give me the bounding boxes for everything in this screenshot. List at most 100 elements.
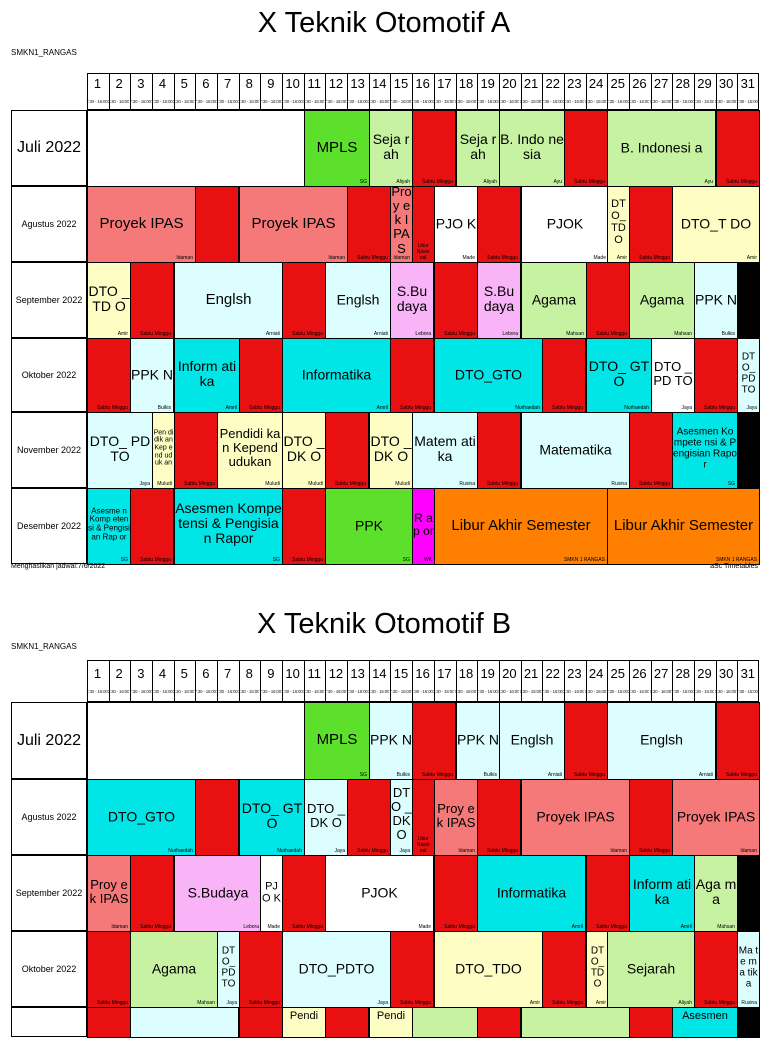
day-divider [238,74,240,109]
schedule-block: R ap or WK [412,488,435,565]
time-range: 7:30 - 16:00 [497,99,520,104]
teacher-label: Sabtu Minggu [574,772,605,778]
day-number: 16 [415,666,430,681]
schedule-block: Aga ma Mahsan [694,855,738,932]
schedule-block [87,110,305,187]
subject-label: DTO _DK O [306,800,346,830]
day-number: 1 [93,666,102,681]
day-number: 11 [307,76,322,91]
teacher-label: Jaya [399,848,410,854]
teacher-label: Muludi [157,481,172,487]
teacher-label: Rusina [611,481,627,487]
subject-label: Asesme n Komp etensi & Pengisi an Rap or [88,505,130,542]
subject-label: PJOK [546,214,584,231]
day-divider [715,661,717,701]
day-divider [542,661,544,701]
day-number: 9 [267,76,275,91]
schedule-block: DT O_ TD O Amir [586,931,609,1008]
day-divider [412,74,414,109]
teacher-label: Muludi [308,481,323,487]
subject-label: DTO _PD TO [653,358,693,388]
teacher-label: Arniati [547,772,562,778]
day-number: 27 [653,76,669,91]
day-number: 28 [675,666,691,681]
subject-label: Seja rah [459,130,497,162]
teacher-label: Sabtu Minggu [487,255,518,261]
day-divider [217,661,219,701]
schedule-block: Sabtu Minggu [282,488,326,565]
teacher-label: SMKN 1 RANGAS [563,557,605,563]
schedule-block: DTO _DK O Jaya [304,779,348,856]
day-number: 23 [567,666,582,681]
day-divider [217,74,219,109]
day-divider [477,661,479,701]
subject-label: PPK [354,516,383,533]
day-divider [325,74,327,109]
day-divider [347,661,349,701]
month-label: Juli 2022 [11,110,87,186]
day-divider [607,661,609,701]
time-range: 7:30 - 16:00 [736,689,758,694]
teacher-label: Muludi [395,481,410,487]
day-divider [130,74,132,109]
time-range: 7:30 - 16:00 [259,689,281,694]
schedule-block: Sabtu Minggu [347,186,391,263]
teacher-label: Made [462,255,475,261]
day-divider [238,661,240,701]
schedule-block: B. Indo nesia Ayu [499,110,565,187]
teacher-label: SG [402,557,410,563]
schedule-block: Sabtu Minggu [542,338,586,413]
schedule-block: Sabtu Minggu [564,110,608,187]
day-number: 9 [267,666,275,681]
time-range: 7:30 - 16:00 [519,689,542,694]
time-range: 7:30 - 16:00 [194,99,216,104]
day-number: 4 [158,666,167,681]
day-number: 6 [202,666,210,681]
schedule-block: PJO K Made [434,186,478,263]
time-range: 7:30 - 16:00 [476,99,498,104]
day-divider [303,661,305,701]
day-divider [368,661,370,701]
teacher-label: Sabtu Minggu [335,481,366,487]
school-name: SMKN1_RANGAS [11,642,77,651]
day-divider [433,74,435,109]
schedule-block: Proy ek IPAS Idaman [87,855,131,932]
teacher-label: Nurhaedah [168,848,193,854]
schedule-block: Sabtu Minggu [130,262,174,339]
schedule-block: DTO _DK O Muludi [282,412,326,489]
time-range: 7:30 - 16:00 [324,689,347,694]
teacher-label: Mahsan [674,331,692,337]
subject-label: DTO _DK O [370,432,412,464]
time-range: 7:30 - 16:00 [151,689,173,694]
day-divider [260,661,262,701]
teacher-label: Amir [746,255,757,261]
time-range: 7:30 - 16:00 [389,689,412,694]
teacher-label: Arniati [698,772,713,778]
schedule-block: Sabtu Minggu [130,488,174,565]
day-number: 8 [245,76,253,91]
time-range: 7:30 - 16:00 [389,99,412,104]
day-number: 21 [523,76,539,91]
day-divider [737,661,739,701]
time-range: 7:30 - 16:00 [86,689,108,694]
schedule-block: Englsh Arniati [499,702,565,780]
time-range: 7:30 - 16:00 [346,689,368,694]
day-number: 5 [180,666,188,681]
day-number: 6 [202,76,210,91]
day-number: 17 [437,666,452,681]
month-label: Oktober 2022 [11,931,87,1007]
teacher-label: Lebora [502,331,518,337]
day-divider [650,74,652,109]
teacher-label: Idaman [740,848,757,854]
schedule-block: Asesmen Kompete nsi & Pengisian Rapor SG [672,412,738,489]
day-divider [542,74,544,109]
schedule-block: DTO _PD TO Jaya [651,338,695,413]
schedule-block: Sabtu Minggu [390,931,434,1008]
schedule-block: PPK N Bulkis [369,702,413,780]
schedule-block: Inform atika Amril [174,338,240,413]
day-divider [173,74,175,109]
day-divider [563,661,565,701]
generated-date: Menghasilkan jadwal:7/6/2022 [11,563,106,570]
time-range: 7:30 - 16:00 [216,689,238,694]
teacher-label: Sabtu Minggu [487,481,518,487]
